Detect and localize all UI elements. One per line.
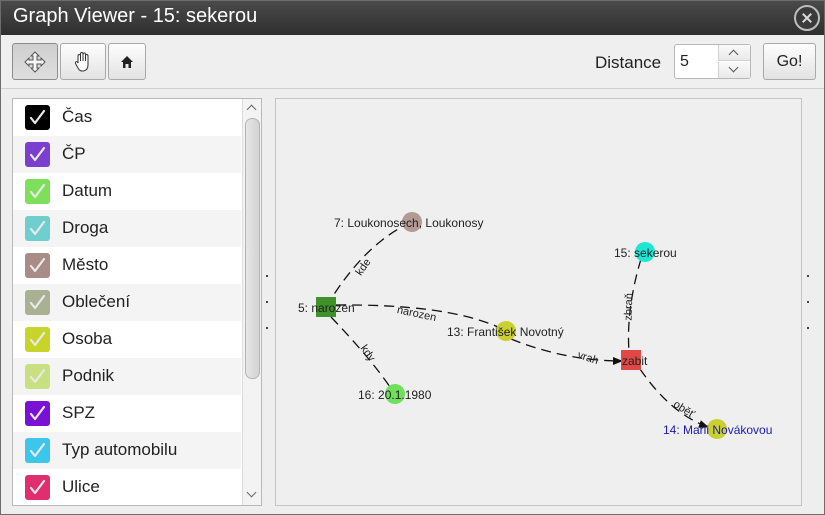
go-button[interactable]: Go! [763,43,816,80]
checkmark-icon [29,294,46,310]
legend-item[interactable]: Typ automobilu [13,432,241,469]
checkmark-icon [29,442,46,458]
checkmark-icon [29,109,46,125]
edge-label: oběť [671,398,697,421]
node-label: 14: Marii Novákovou [663,423,772,437]
legend-item[interactable]: ČP [13,136,241,173]
checkmark-icon [29,257,46,273]
legend-checkbox[interactable] [25,105,50,130]
graph-edge[interactable] [639,368,709,428]
graph-node[interactable] [707,419,727,439]
legend-scrollbar[interactable] [242,99,261,505]
spinner-decrement-button[interactable] [718,62,750,78]
legend-label: SPZ [62,403,96,422]
graph-edge[interactable] [335,304,499,328]
edge-label: narozen [396,304,437,324]
checkmark-icon [29,331,46,347]
pan-tool-button[interactable] [60,43,106,80]
legend-label: Datum [62,181,113,200]
node-label: 5: narozen [298,301,355,315]
checkmark-icon [29,479,46,495]
legend-checkbox[interactable] [25,142,50,167]
edge-label: vrah [576,349,600,367]
legend-checkbox[interactable] [25,401,50,426]
node-label: zabit [622,354,648,368]
graph-svg: kde narozen kdy vrah zbraň oběť 7: Loukonosec… [298,212,772,439]
window-title: Graph Viewer - 15: sekerou [13,5,258,27]
legend-item[interactable]: Podnik [13,358,241,395]
checkmark-icon [29,220,46,236]
legend-checkbox[interactable] [25,216,50,241]
node-label: 13: František Novotný [447,325,564,339]
graph-canvas[interactable]: kde narozen kdy vrah zbraň oběť 7: Loukonosec… [275,98,802,506]
distance-label: Distance [595,53,662,72]
graph-edge[interactable] [510,338,623,365]
legend-item[interactable]: Oblečení [13,284,241,321]
scrollbar-thumb[interactable] [245,118,260,379]
legend-checkbox[interactable] [25,327,50,352]
checkmark-icon [29,146,46,162]
distance-input[interactable] [675,45,719,78]
title-bar[interactable]: Graph Viewer - 15: sekerou [1,1,824,35]
legend-item[interactable]: Město [13,247,241,284]
legend-label: Ulice [62,477,100,496]
node-label: 7: Loukonosech, Loukonosy [334,216,483,230]
scroll-down-arrow-icon[interactable] [246,487,257,498]
legend-item[interactable]: SPZ [13,395,241,432]
home-icon [121,55,133,68]
graph-node[interactable] [402,212,422,232]
edge-label: kde [354,257,374,278]
graph-edge[interactable] [325,226,403,308]
graph-edge[interactable] [330,316,391,388]
toolbar: Distance Go! [1,35,824,89]
graph-node[interactable] [496,321,516,341]
move-arrows-icon [24,50,46,73]
edge-label: kdy [358,343,378,364]
legend-item[interactable]: Droga [13,210,241,247]
legend-label: Oblečení [62,292,131,311]
checkmark-icon [29,368,46,384]
legend-checkbox[interactable] [25,253,50,278]
node-label: 15: sekerou [614,246,677,260]
legend-list: Čas ČP Datum Droga Město Oblečení Osoba Podnik S… [12,98,262,506]
legend-item[interactable]: Ulice [13,469,241,505]
home-button[interactable] [108,43,146,80]
legend-checkbox[interactable] [25,438,50,463]
checkmark-icon [29,183,46,199]
move-tool-button[interactable] [12,43,58,80]
legend-item[interactable]: Datum [13,173,241,210]
legend-label: Droga [62,218,109,237]
graph-node[interactable] [621,350,641,370]
legend-label: Čas [62,107,93,126]
spinner-increment-button[interactable] [718,45,750,61]
node-label: 16: 20.1.1980 [358,388,432,402]
legend-label: Osoba [62,329,113,348]
legend-label: Typ automobilu [62,440,178,459]
graph-node[interactable] [385,384,405,404]
checkmark-icon [29,405,46,421]
close-button[interactable] [794,5,820,31]
graph-edge[interactable] [627,258,642,353]
legend-checkbox[interactable] [25,179,50,204]
graph-node[interactable] [635,242,655,262]
distance-spinner[interactable] [674,44,751,79]
scroll-up-arrow-icon[interactable] [246,104,257,115]
left-splitter-handle[interactable] [266,275,270,353]
legend-item[interactable]: Osoba [13,321,241,358]
graph-node[interactable] [316,297,336,317]
right-splitter-handle[interactable] [807,275,811,353]
legend-checkbox[interactable] [25,290,50,315]
edge-label: zbraň [623,293,636,321]
legend-item[interactable]: Čas [13,99,241,136]
legend-checkbox[interactable] [25,475,50,500]
hand-icon [74,51,89,71]
legend-checkbox[interactable] [25,364,50,389]
legend-label: Město [62,255,109,274]
legend-label: Podnik [62,366,114,385]
legend-label: ČP [62,144,86,163]
